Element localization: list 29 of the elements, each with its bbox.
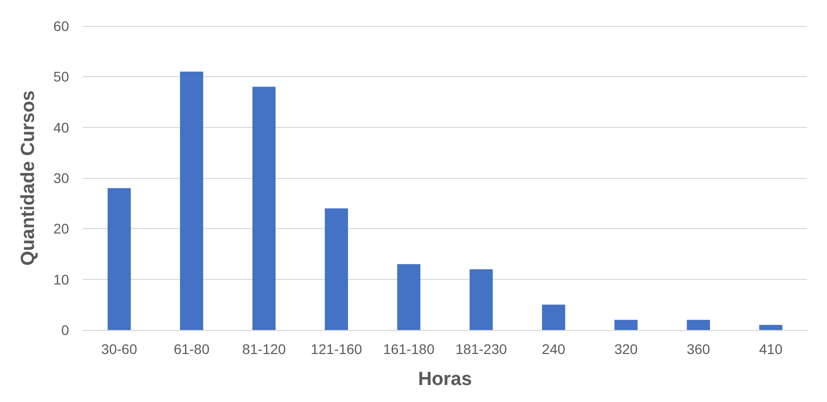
x-tick-label: 61-80 [174,341,210,357]
y-tick-label: 20 [53,220,70,237]
x-axis-title: Horas [418,369,472,390]
x-tick-label: 410 [759,341,783,357]
y-tick-label: 40 [53,119,70,136]
bar [686,320,710,330]
x-tick-label: 161-180 [383,341,435,357]
y-tick-label: 30 [53,170,70,186]
bar [759,324,782,330]
bar [542,304,566,330]
x-tick-label: 30-60 [101,341,138,357]
bar [180,72,204,330]
x-tick-label: 181-230 [456,341,508,357]
bar [252,86,276,330]
y-tick-label: 0 [61,322,70,338]
x-tick-label: 320 [614,341,638,357]
x-tick-label: 240 [542,341,566,357]
y-tick-label: 10 [53,271,70,288]
x-tick-label: 81-120 [242,341,286,357]
bar [397,264,420,330]
bar [108,188,131,330]
y-tick-label: 50 [53,68,70,85]
bar [470,269,493,330]
x-tick-label: 360 [686,341,710,357]
y-tick-label: 60 [53,18,70,34]
bar [324,208,348,330]
x-tick-label: 121-160 [310,341,362,357]
y-axis-title: Quantidade Cursos [18,90,39,266]
bar [614,320,638,330]
